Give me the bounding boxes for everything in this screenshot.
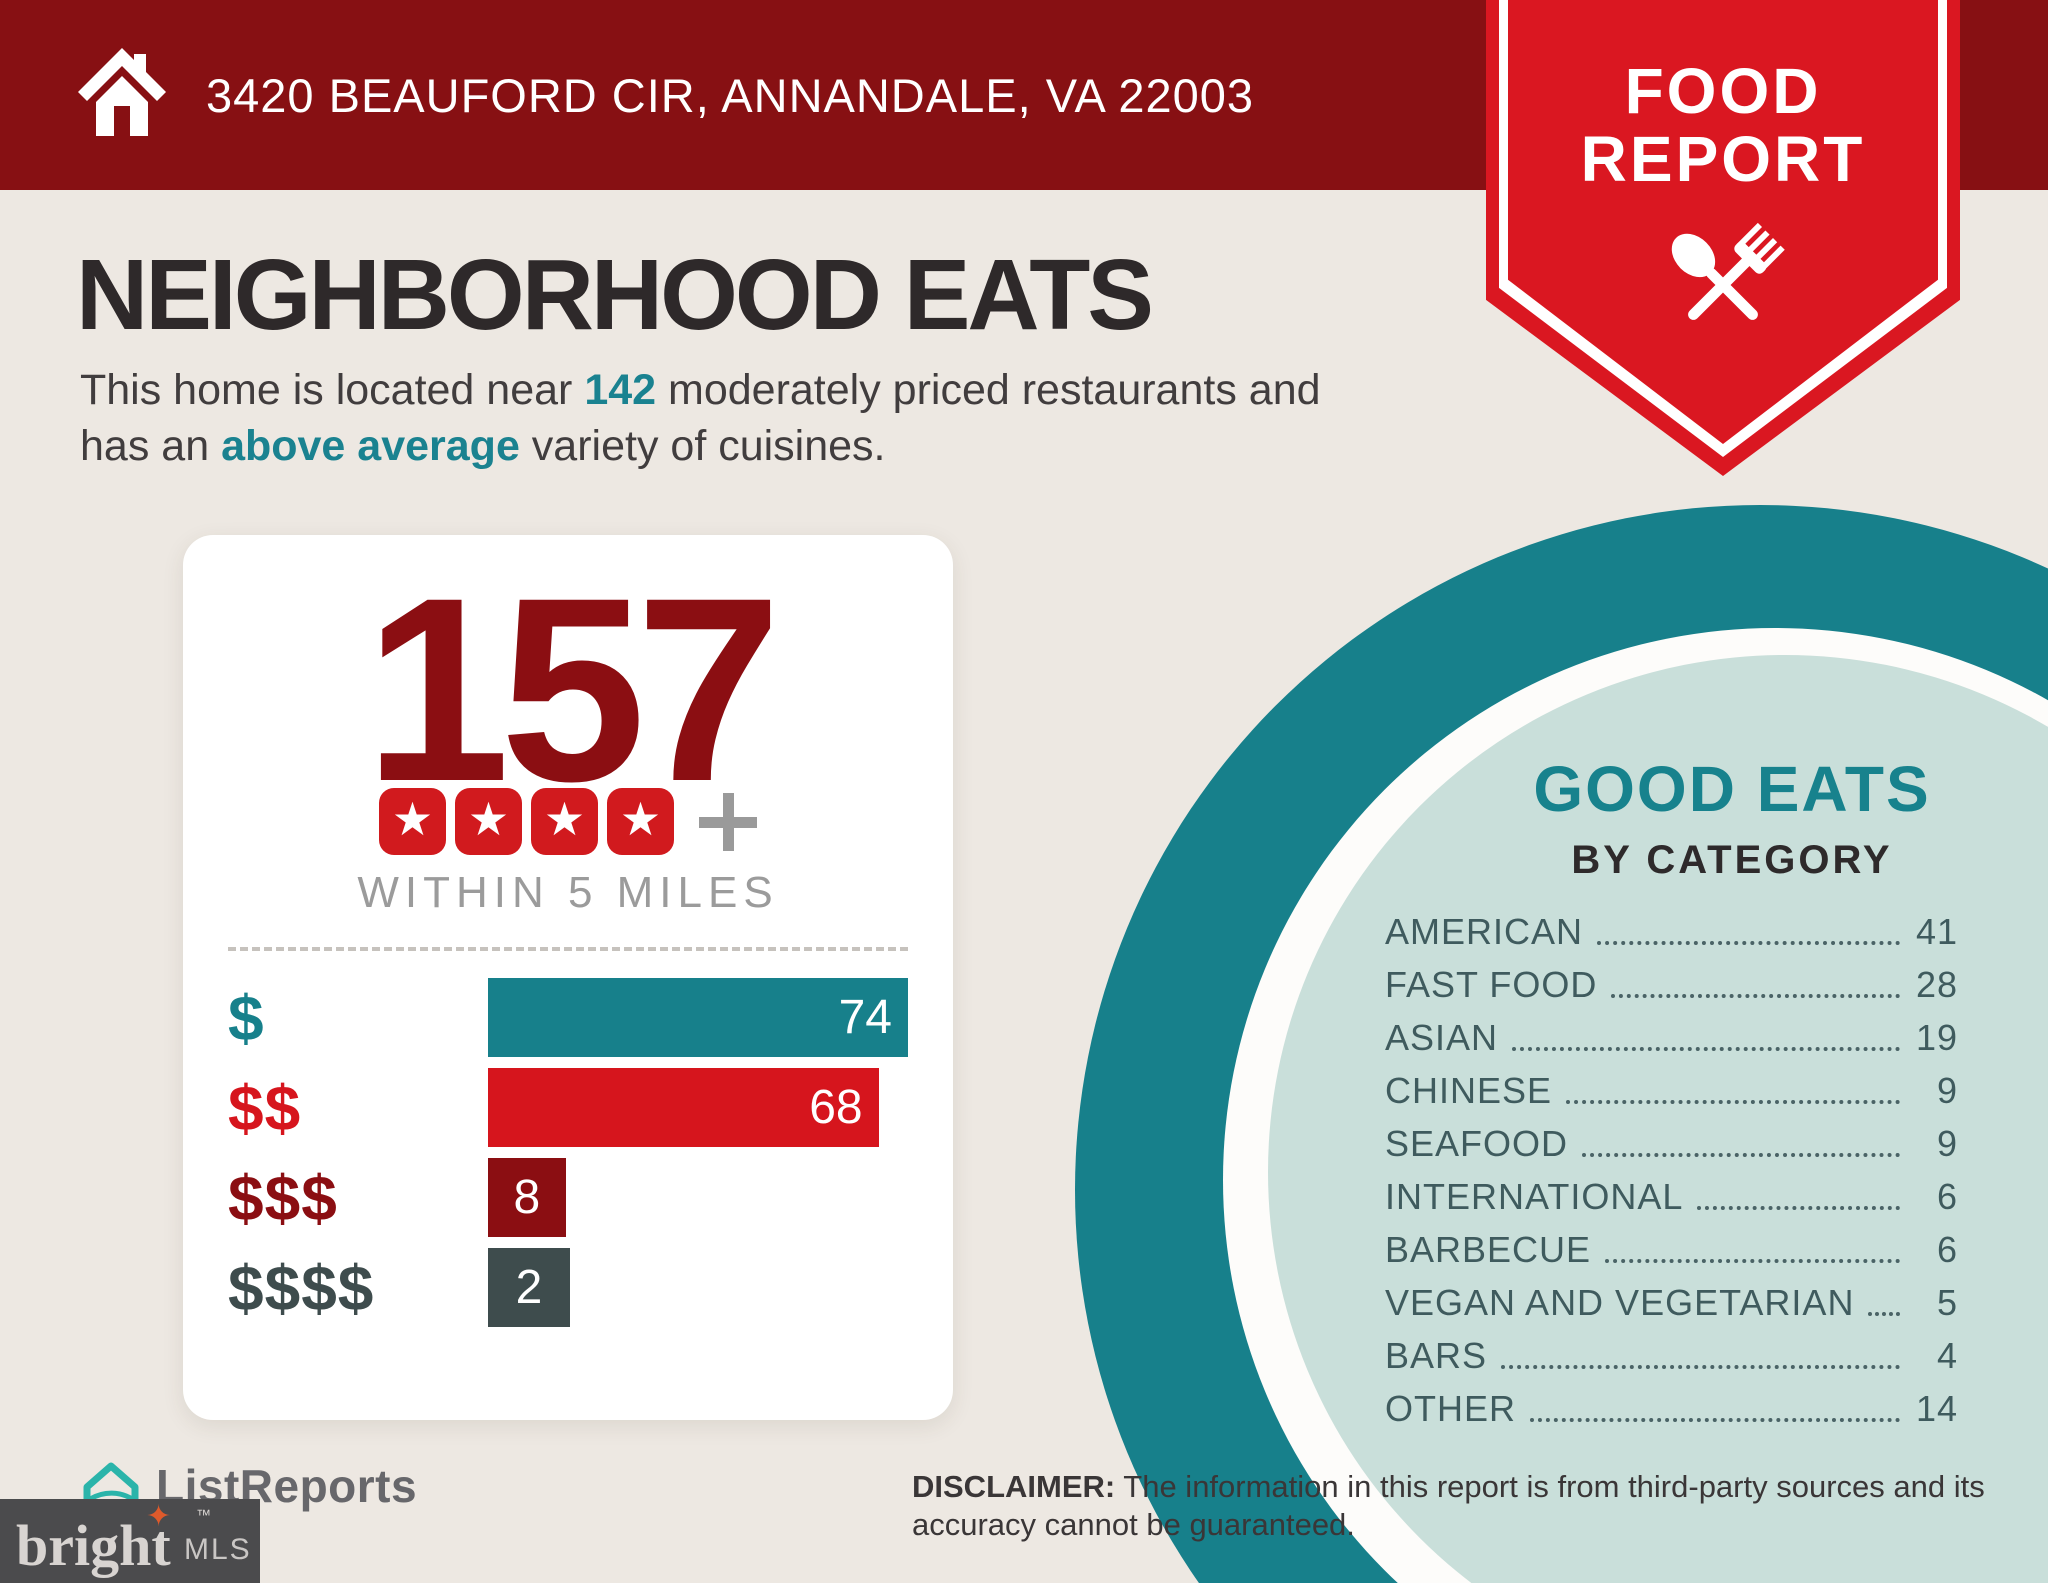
restaurant-near-count: 142 <box>584 366 657 414</box>
dotted-leader <box>1611 994 1900 998</box>
category-row: SEAFOOD 9 <box>1385 1117 1958 1170</box>
category-row: AMERICAN 41 <box>1385 905 1958 958</box>
variety-highlight: above average <box>221 422 520 470</box>
category-row: VEGAN AND VEGETARIAN 5 <box>1385 1276 1958 1329</box>
card-divider <box>228 947 908 951</box>
category-value: 4 <box>1936 1334 1958 1376</box>
price-bar-row: $74 <box>228 978 908 1057</box>
dotted-leader <box>1597 941 1900 945</box>
category-label: BARBECUE <box>1385 1228 1592 1270</box>
star-icon: ★ <box>455 788 522 855</box>
restaurant-count: 157 <box>364 543 781 836</box>
plus-icon <box>699 792 757 851</box>
price-bar: 2 <box>488 1248 570 1327</box>
category-row: CHINESE 9 <box>1385 1064 1958 1117</box>
price-bar-value: 8 <box>513 1171 541 1224</box>
category-label: INTERNATIONAL <box>1385 1175 1684 1217</box>
category-value: 28 <box>1915 963 1958 1005</box>
dotted-leader <box>1566 1100 1900 1104</box>
good-eats-header: GOOD EATS BY CATEGORY <box>1402 752 2048 883</box>
category-value: 41 <box>1915 910 1958 952</box>
dotted-leader <box>1697 1206 1900 1210</box>
category-value: 9 <box>1936 1122 1958 1164</box>
spoon-fork-icon <box>1671 222 1785 320</box>
category-list: AMERICAN 41 FAST FOOD 28 ASIAN 19 CHINESE 9 SEAF… <box>1385 905 1958 1435</box>
dotted-leader <box>1582 1153 1900 1157</box>
category-label: ASIAN <box>1385 1016 1499 1058</box>
disclaimer-line-2: accuracy cannot be guaranteed. <box>912 1507 1355 1542</box>
price-bar: 74 <box>488 978 908 1057</box>
rating-row: ★ ★ ★ ★ <box>183 788 953 855</box>
brightmls-logo: bright ✦ ™ MLS <box>0 1499 260 1583</box>
radius-label: WITHIN 5 MILES <box>357 868 779 917</box>
bright-star-icon: ✦ <box>146 1500 172 1533</box>
price-bar-row: $$ 68 <box>228 1068 908 1147</box>
category-value: 9 <box>1936 1069 1958 1111</box>
summary-card: 157 ★ ★ ★ ★ WITHIN 5 MILES $74 $$ 68 $$$ 8 $$$$ 2 <box>183 535 953 1420</box>
star-icon: ★ <box>607 788 674 855</box>
good-eats-subtitle: BY CATEGORY <box>1571 838 1893 882</box>
category-value: 6 <box>1936 1175 1958 1217</box>
disclaimer-line-1: DISCLAIMER: The information in this repo… <box>912 1469 1985 1504</box>
price-bar-value: 74 <box>838 991 892 1044</box>
price-bar: 8 <box>488 1158 566 1237</box>
food-report-ribbon: FOOD REPORT <box>1486 0 1960 476</box>
category-row: BARBECUE 6 <box>1385 1223 1958 1276</box>
intro-sentence: This home is located near 142 moderately… <box>80 362 1321 474</box>
page-title: NEIGHBORHOOD EATS <box>76 239 1154 351</box>
price-bar-chart: $74 $$ 68 $$$ 8 $$$$ 2 <box>228 978 908 1338</box>
category-label: OTHER <box>1385 1387 1516 1429</box>
intro-line-1: This home is located near 142 moderately… <box>80 366 1321 414</box>
price-tier-label: $$$ <box>228 1161 338 1234</box>
disclaimer: DISCLAIMER: The information in this repo… <box>912 1468 2042 1544</box>
category-row: BARS 4 <box>1385 1329 1958 1382</box>
category-row: INTERNATIONAL 6 <box>1385 1170 1958 1223</box>
house-icon <box>78 48 166 136</box>
mls-wordmark: MLS <box>184 1533 252 1566</box>
dotted-leader <box>1530 1418 1900 1422</box>
dotted-leader <box>1512 1047 1900 1051</box>
good-eats-title: GOOD EATS <box>1533 753 1931 825</box>
category-label: SEAFOOD <box>1385 1122 1569 1164</box>
dotted-leader <box>1501 1365 1900 1369</box>
star-icon: ★ <box>379 788 446 855</box>
category-label: BARS <box>1385 1334 1488 1376</box>
category-label: CHINESE <box>1385 1069 1553 1111</box>
category-label: AMERICAN <box>1385 910 1584 952</box>
star-icon: ★ <box>531 788 598 855</box>
trademark-symbol: ™ <box>196 1507 211 1524</box>
price-tier-label: $$ <box>228 1071 302 1144</box>
dotted-leader <box>1605 1259 1900 1263</box>
category-value: 6 <box>1936 1228 1958 1270</box>
price-tier-label: $ <box>228 981 265 1054</box>
ribbon-title-food: FOOD <box>1624 55 1822 127</box>
category-value: 19 <box>1915 1016 1958 1058</box>
dotted-leader <box>1868 1312 1900 1316</box>
bright-wordmark: bright <box>16 1513 171 1578</box>
category-row: FAST FOOD 28 <box>1385 958 1958 1011</box>
category-label: FAST FOOD <box>1385 963 1598 1005</box>
category-label: VEGAN AND VEGETARIAN <box>1385 1281 1855 1323</box>
category-value: 5 <box>1936 1281 1958 1323</box>
disclaimer-label: DISCLAIMER: <box>912 1469 1116 1504</box>
price-bar-value: 68 <box>809 1081 863 1134</box>
price-bar-value: 2 <box>515 1261 543 1314</box>
property-address: 3420 BEAUFORD CIR, ANNANDALE, VA 22003 <box>206 68 1255 122</box>
intro-line-2: has an above average variety of cuisines… <box>80 422 886 470</box>
category-row: OTHER 14 <box>1385 1382 1958 1435</box>
category-value: 14 <box>1915 1387 1958 1429</box>
price-tier-label: $$$$ <box>228 1251 375 1324</box>
ribbon-title-report: REPORT <box>1580 122 1866 195</box>
price-bar-row: $$$$ 2 <box>228 1248 908 1327</box>
star-badges: ★ ★ ★ ★ <box>379 788 674 855</box>
price-bar-row: $$$ 8 <box>228 1158 908 1237</box>
price-bar: 68 <box>488 1068 879 1147</box>
category-row: ASIAN 19 <box>1385 1011 1958 1064</box>
